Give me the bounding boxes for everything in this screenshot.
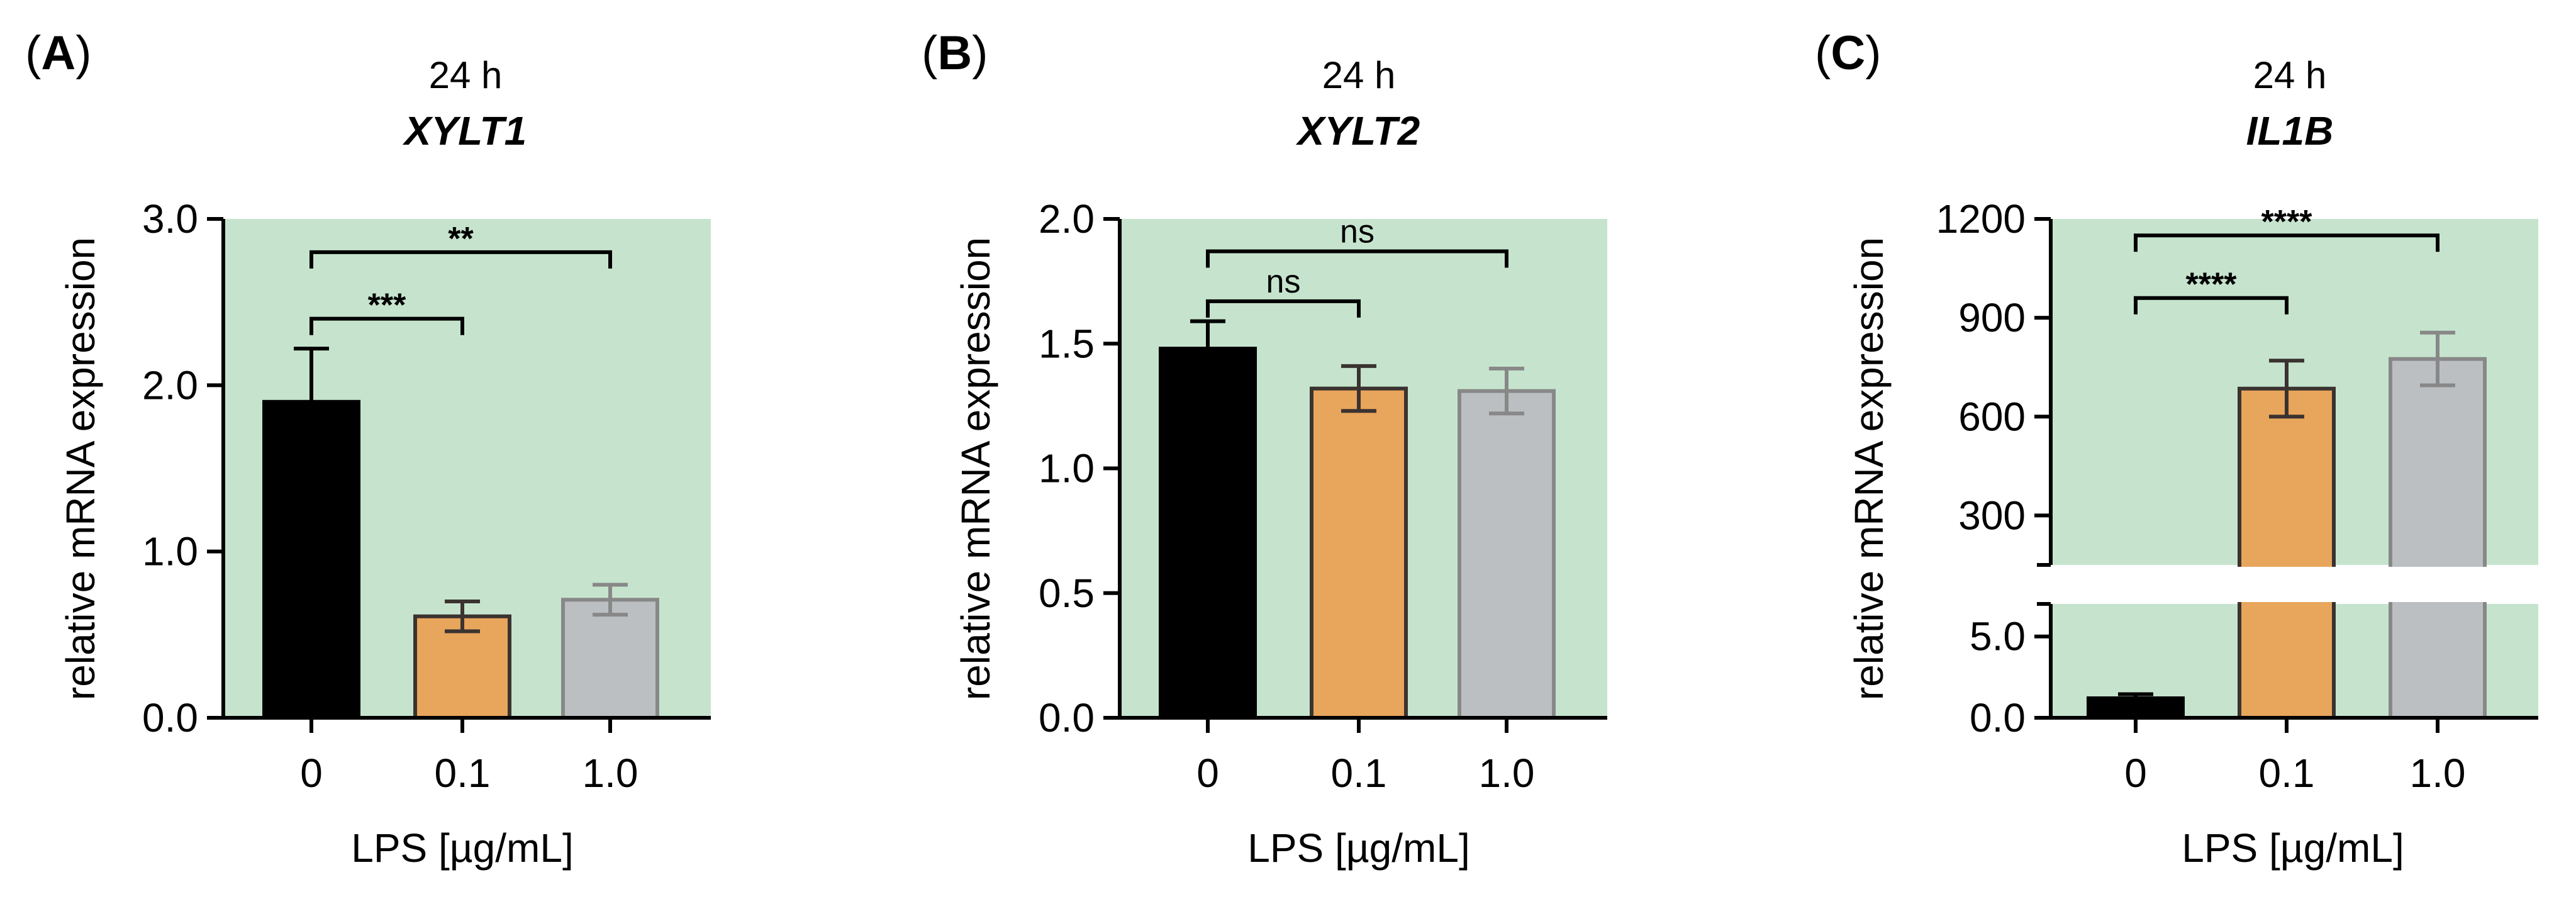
panel-b-x-tick-label-0: 0 (1196, 751, 1219, 796)
panel-a-significance-label-1: ** (448, 221, 474, 257)
panel-c-bar-2-break-mask-bottom (2392, 602, 2483, 606)
panel-a-y-tick-label-0: 0.0 (142, 695, 198, 740)
panel-c-bar-0 (2087, 696, 2185, 720)
panel-b-letter: (B) (922, 26, 988, 80)
panel-c-x-tick-label-2: 1.0 (2410, 751, 2466, 796)
panel-b-y-axis-label: relative mRNA expression (953, 237, 998, 700)
panel-c-bar-2-upper (2389, 357, 2487, 567)
panel-a-letter-text: A (41, 26, 75, 80)
panel-a-y-tick-label-1: 1.0 (142, 529, 198, 574)
panel-c-y-tick-label-1: 5.0 (1970, 614, 2026, 659)
panel-c-bar-1-break-mask-top (2241, 563, 2332, 567)
svg-text:(A): (A) (25, 26, 92, 80)
panel-c-y-tick-label-0: 0.0 (1970, 695, 2026, 740)
panel-a-title: XYLT1 (403, 108, 527, 153)
panel-a-x-tick-label-0: 0 (300, 751, 323, 796)
panel-b-y-tick-label-0: 0.0 (1039, 695, 1095, 740)
panel-a-y-tick-label-2: 2.0 (142, 362, 198, 408)
panel-b-y-axis: 0.0 0.5 1.0 1.5 2.0 (1039, 196, 1122, 740)
panel-b-x-tick-label-2: 1.0 (1479, 751, 1535, 796)
panel-a-y-axis-label: relative mRNA expression (58, 237, 103, 700)
panel-a-y-tick-label-3: 3.0 (142, 196, 198, 242)
panel-b-y-tick-label-4: 2.0 (1039, 196, 1095, 242)
panel-a-bar-0 (262, 399, 360, 720)
panel-c-letter: (C) (1815, 26, 1882, 80)
panel-b-x-axis-label: LPS [µg/mL] (1247, 825, 1469, 871)
panel-b-title: XYLT2 (1296, 108, 1420, 153)
panel-a-y-axis: 0.0 1.0 2.0 3.0 (142, 196, 225, 740)
panel-b-bar-0 (1159, 347, 1257, 720)
panel-a-letter: (A) (25, 26, 92, 80)
panel-b-significance-label-0: ns (1266, 264, 1301, 300)
panel-c-bar-2-lower (2389, 602, 2487, 720)
panel-b-y-tick-label-1: 0.5 (1039, 571, 1095, 616)
panel-c-bar-1-lower (2238, 602, 2336, 720)
panel-b-y-tick-label-2: 1.0 (1039, 446, 1095, 491)
svg-text:(C): (C) (1815, 26, 1882, 80)
panel-a: (A) 24 h XYLT1 ***** 0.01.02.03.0 0 0.1 1.… (25, 26, 711, 871)
panel-b-significance-label-1: ns (1340, 214, 1374, 250)
panel-c-bar-1-break-mask-bottom (2241, 602, 2332, 606)
panel-a-significance-bracket-1 (309, 250, 612, 269)
panel-c-y-tick-label-4: 900 (1958, 295, 2026, 340)
panel-c-y-tick-label-2: 300 (1958, 493, 2026, 538)
panel-b-significance: ns ns (1206, 214, 1508, 318)
panel-c-significance-bracket-0 (2134, 296, 2289, 315)
panel-c-bar-2-break-mask-top (2392, 563, 2483, 567)
panel-c-bars (2087, 357, 2487, 720)
panel-a-x-axis: 0 0.1 1.0 (221, 716, 711, 796)
panel-c-significance: **** **** (2134, 204, 2439, 315)
panel-c-y-tick-label-5: 1200 (1936, 196, 2026, 242)
panel-c-x-axis: 0 0.1 1.0 (2049, 716, 2538, 796)
panel-b-significance-bracket-1 (1206, 249, 1508, 268)
panel-b-errorbars (1190, 319, 1524, 416)
panel-c-significance-label-1: **** (2261, 204, 2313, 240)
panel-b-bars (1159, 347, 1556, 720)
panel-c-x-tick-label-0: 0 (2124, 751, 2147, 796)
panel-c-y-axis: 0.0 5.0 300 600 900 1200 (1936, 196, 2053, 740)
panel-c-significance-bracket-1 (2134, 233, 2439, 252)
panel-b-letter-text: B (937, 26, 972, 80)
panel-b-significance-bracket-0 (1206, 299, 1361, 318)
panel-c-errorbars (2118, 330, 2455, 698)
panel-b-x-axis: 0 0.1 1.0 (1118, 716, 1607, 796)
panel-a-x-tick-label-1: 0.1 (435, 751, 491, 796)
panel-a-subtitle: 24 h (429, 54, 503, 96)
panel-c: (C) 24 h IL1B **** **** 0.0 5.0 300 600 900 12… (1815, 26, 2538, 871)
panel-c-x-tick-label-1: 0.1 (2259, 751, 2315, 796)
panel-a-significance-bracket-0 (309, 316, 464, 335)
panel-c-y-axis-label: relative mRNA expression (1846, 237, 1892, 700)
panel-b: (B) 24 h XYLT2 ns ns 0.0 0.5 1.0 1.5 2.0 0 0.1… (922, 26, 1607, 871)
panel-b-y-tick-label-3: 1.5 (1039, 321, 1095, 366)
panel-a-significance-label-0: *** (368, 287, 406, 324)
panel-a-x-axis-label: LPS [µg/mL] (351, 825, 573, 871)
panel-b-x-tick-label-1: 0.1 (1331, 751, 1387, 796)
panel-b-subtitle: 24 h (1322, 54, 1396, 96)
panel-c-title: IL1B (2246, 108, 2334, 153)
panel-a-significance: ***** (309, 221, 612, 335)
panel-c-letter-text: C (1831, 26, 1865, 80)
svg-text:(B): (B) (922, 26, 988, 80)
panel-a-x-tick-label-2: 1.0 (583, 751, 638, 796)
panel-c-x-axis-label: LPS [µg/mL] (2182, 825, 2404, 871)
panel-b-bar-1 (1310, 386, 1408, 720)
panel-c-subtitle: 24 h (2253, 54, 2327, 96)
panel-c-y-tick-label-3: 600 (1958, 394, 2026, 439)
panel-b-bar-2 (1458, 389, 1556, 720)
panel-a-bar-2 (561, 598, 659, 720)
panel-a-errorbars (294, 347, 628, 633)
panel-c-significance-label-0: **** (2186, 267, 2238, 303)
